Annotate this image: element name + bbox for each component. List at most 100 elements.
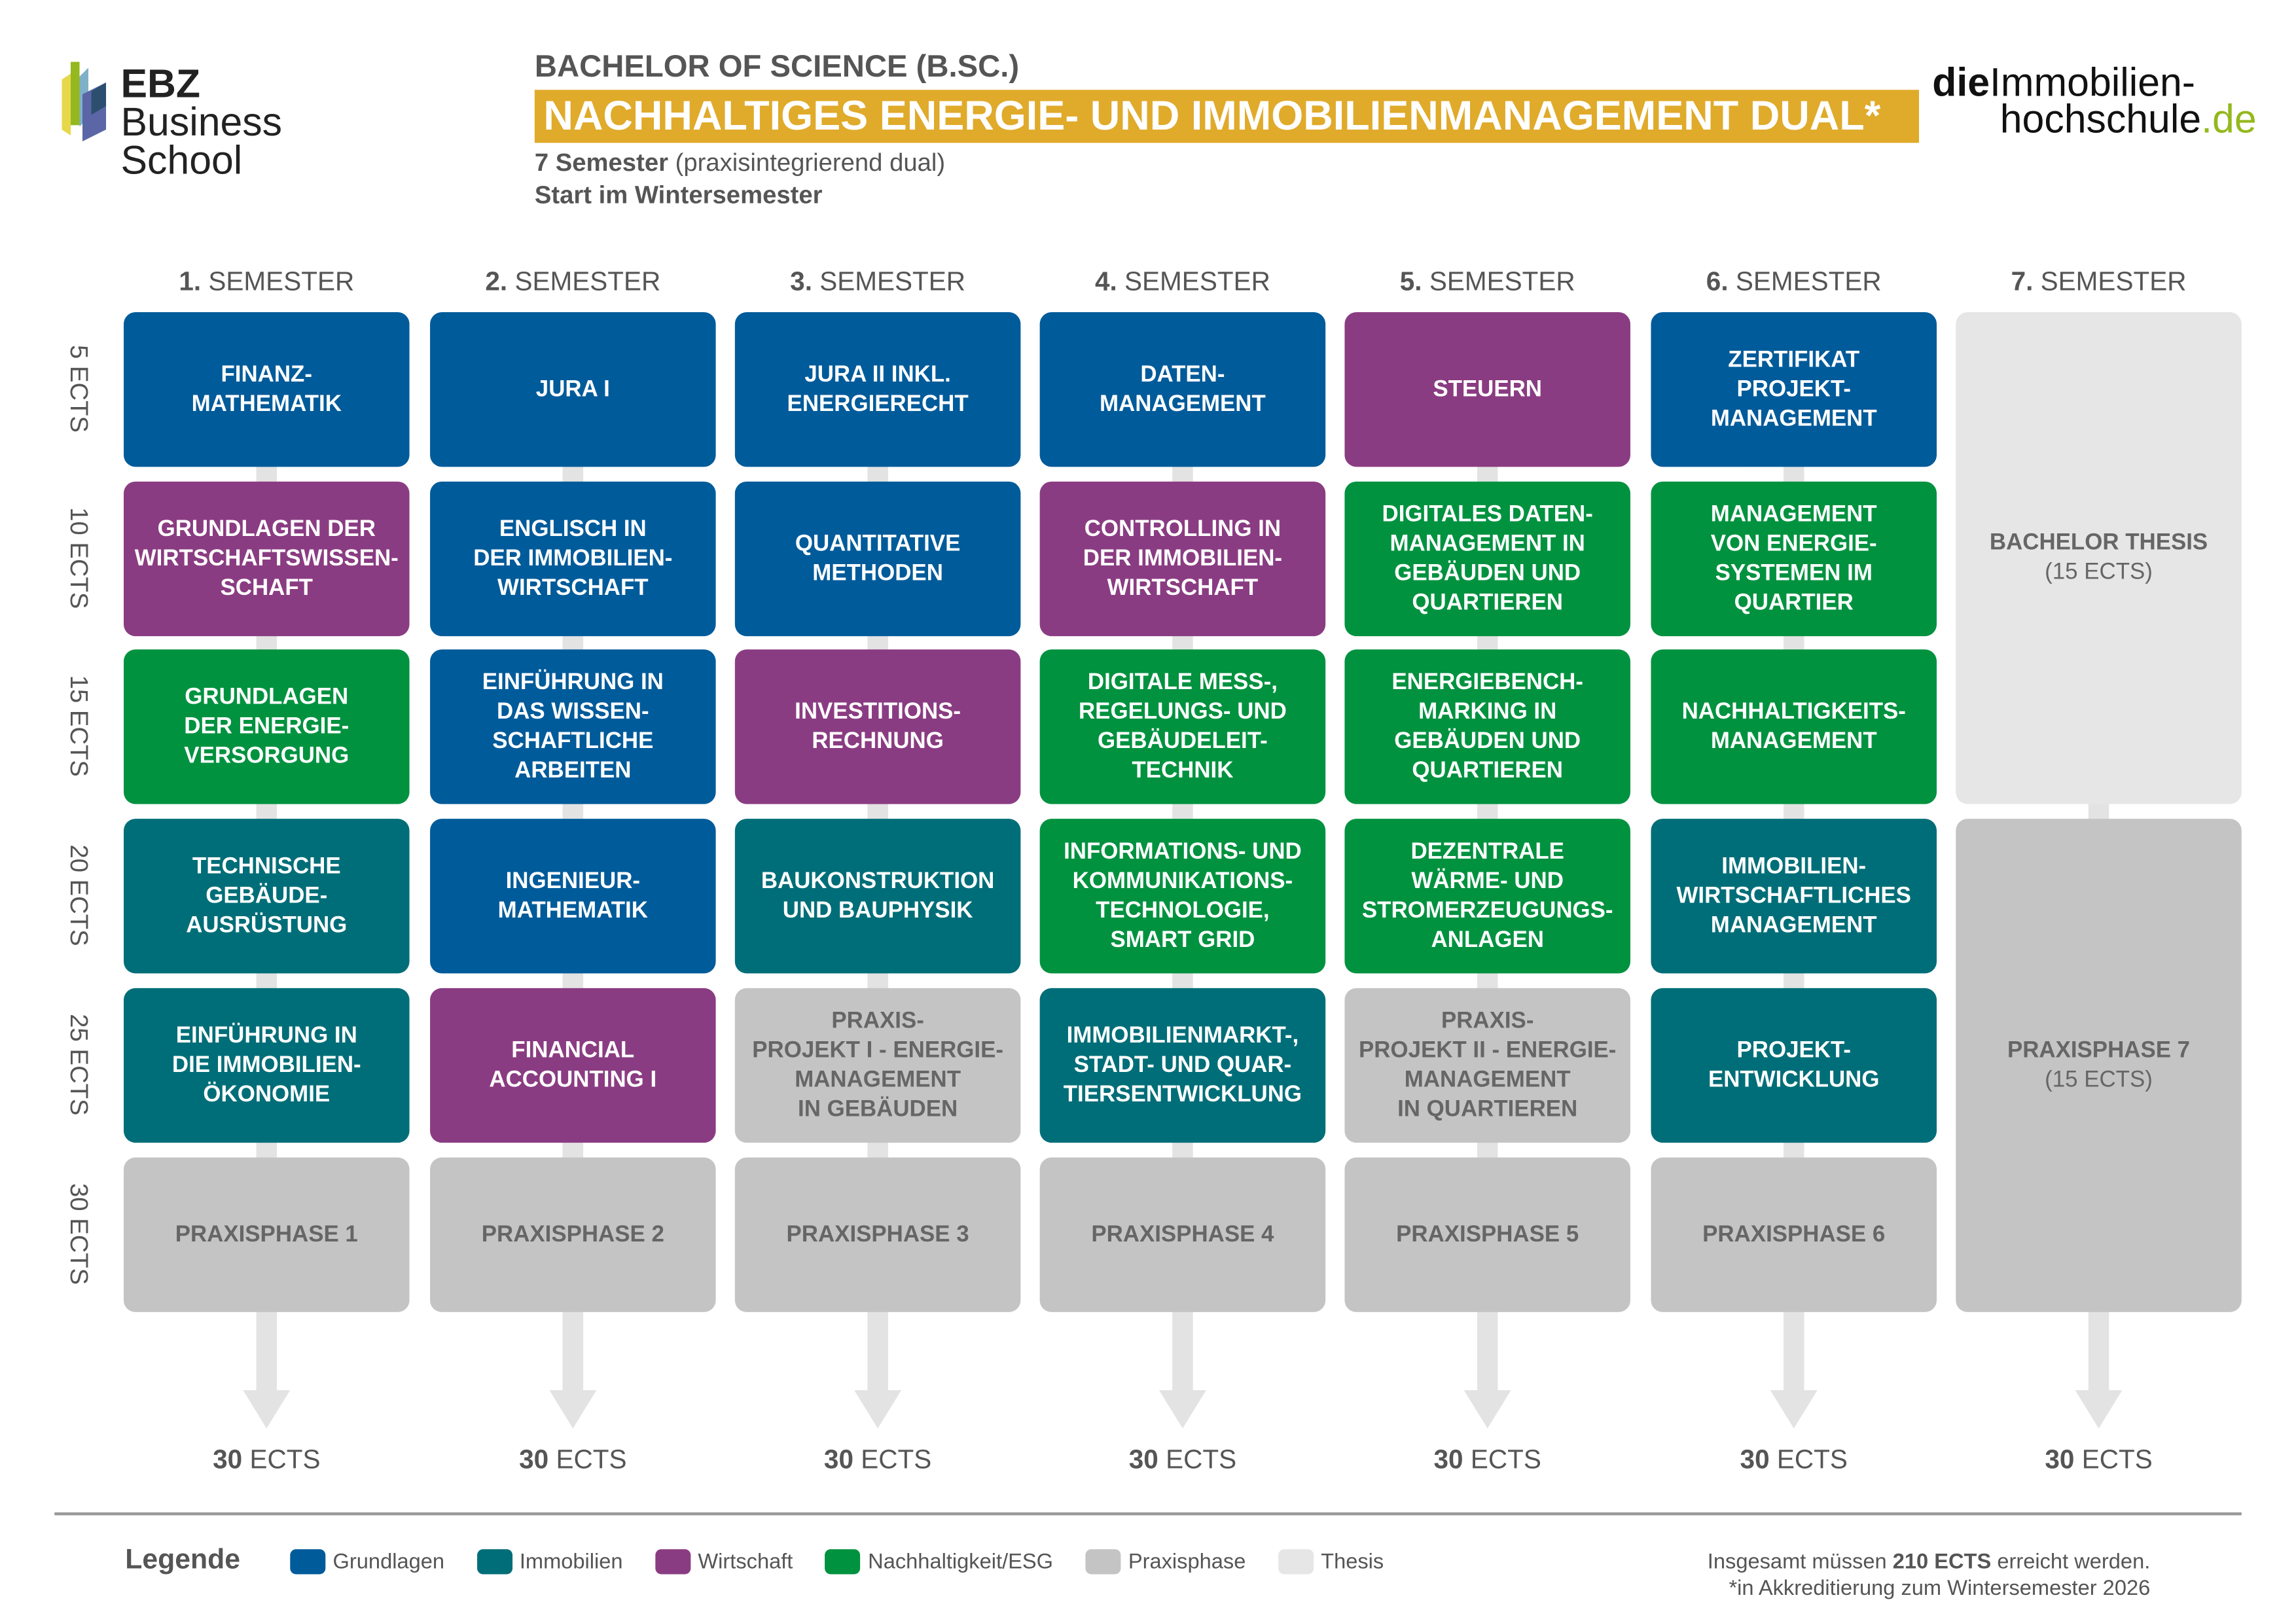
module-title: INVESTITIONS- RECHNUNG [795,698,961,753]
module-title: MANAGEMENT VON ENERGIE- SYSTEMEN IM QUAR… [1710,501,1877,615]
module-title: DATEN- MANAGEMENT [1099,361,1266,416]
module-box[interactable]: STEUERN [1344,312,1630,467]
module-title: PRAXISPHASE 5 [1396,1221,1579,1247]
total-unit: ECTS [1470,1444,1541,1474]
semester-label: SEMESTER [1429,266,1575,296]
semester-header: 6. SEMESTER [1651,266,1937,297]
logo-tld: .de [2201,97,2257,142]
semester-number: 2. [485,266,508,296]
module-title: GRUNDLAGEN DER WIRTSCHAFTSWISSEN- SCHAFT [134,516,399,600]
module-content: PRAXIS- PROJEKT I - ENERGIE- MANAGEMENT … [752,1007,1003,1124]
module-box[interactable]: NACHHALTIGKEITS- MANAGEMENT [1651,649,1937,804]
module-box[interactable]: PRAXISPHASE 5 [1344,1157,1630,1312]
module-title: PRAXISPHASE 1 [175,1221,358,1247]
semester-total: 30 ECTS [1344,1444,1630,1475]
module-box[interactable]: ZERTIFIKAT PROJEKT- MANAGEMENT [1651,312,1937,467]
module-title: IMMOBILIENMARKT-, STADT- UND QUAR- TIERS… [1063,1022,1302,1107]
module-box[interactable]: ENERGIEBENCH- MARKING IN GEBÄUDEN UND QU… [1344,649,1630,804]
semester-number: 7. [2011,266,2034,296]
module-title: BAUKONSTRUKTION UND BAUPHYSIK [761,868,995,923]
module-title: PRAXISPHASE 2 [481,1221,664,1247]
module-box[interactable]: FINANZ- MATHEMATIK [124,312,410,467]
logo-immobilien: Immobilien- [1990,60,2196,105]
module-title: STEUERN [1433,376,1543,402]
module-box[interactable]: GRUNDLAGEN DER WIRTSCHAFTSWISSEN- SCHAFT [124,481,410,637]
module-box[interactable]: QUANTITATIVE METHODEN [734,481,1021,637]
module-box[interactable]: PRAXIS- PROJEKT II - ENERGIE- MANAGEMENT… [1344,988,1630,1143]
total-note-post: erreicht werden. [1997,1550,2151,1575]
module-box[interactable]: CONTROLLING IN DER IMMOBILIEN- WIRTSCHAF… [1039,481,1326,637]
total-ects: 210 ECTS [1892,1550,1992,1575]
module-box[interactable]: IMMOBILIEN- WIRTSCHAFTLICHES MANAGEMENT [1651,819,1937,974]
total-number: 30 [823,1444,853,1474]
module-content: PRAXISPHASE 6 [1702,1220,1885,1249]
module-title: ZERTIFIKAT PROJEKT- MANAGEMENT [1710,346,1877,431]
module-box[interactable]: PRAXISPHASE 7 (15 ECTS) [1956,819,2242,1312]
module-box[interactable]: BACHELOR THESIS (15 ECTS) [1956,312,2242,804]
module-box[interactable]: FINANCIAL ACCOUNTING I [430,988,716,1143]
module-content: DIGITALES DATEN- MANAGEMENT IN GEBÄUDEN … [1382,500,1593,618]
module-content: GRUNDLAGEN DER ENERGIE- VERSORGUNG [184,683,349,771]
module-box[interactable]: IMMOBILIENMARKT-, STADT- UND QUAR- TIERS… [1039,988,1326,1143]
legend-item: Grundlagen [290,1549,445,1575]
module-title: INGENIEUR- MATHEMATIK [497,868,648,923]
total-note-pre: Insgesamt müssen [1707,1550,1887,1575]
module-title: DIGITALE MESS-, REGELUNGS- UND GEBÄUDELE… [1078,669,1287,783]
module-title: DEZENTRALE WÄRME- UND STROMERZEUGUNGS- A… [1361,838,1613,952]
module-title: BACHELOR THESIS [1989,530,2208,556]
arrow-down-icon [854,1390,902,1429]
module-box[interactable]: DIGITALES DATEN- MANAGEMENT IN GEBÄUDEN … [1344,481,1630,637]
module-title: IMMOBILIEN- WIRTSCHAFTLICHES MANAGEMENT [1676,853,1911,938]
module-box[interactable]: INVESTITIONS- RECHNUNG [734,649,1021,804]
module-content: JURA II INKL. ENERGIERECHT [787,360,969,419]
module-title: FINANCIAL ACCOUNTING I [489,1037,657,1092]
module-box[interactable]: PRAXIS- PROJEKT I - ENERGIE- MANAGEMENT … [734,988,1021,1143]
module-content: BAUKONSTRUKTION UND BAUPHYSIK [761,866,995,925]
module-box[interactable]: DATEN- MANAGEMENT [1039,312,1326,467]
module-box[interactable]: PROJEKT- ENTWICKLUNG [1651,988,1937,1143]
module-box[interactable]: MANAGEMENT VON ENERGIE- SYSTEMEN IM QUAR… [1651,481,1937,637]
module-content: TECHNISCHE GEBÄUDE- AUSRÜSTUNG [186,852,347,940]
arrow-down-icon [1463,1390,1511,1429]
module-title: PRAXIS- PROJEKT II - ENERGIE- MANAGEMENT… [1358,1008,1617,1122]
module-title: ENERGIEBENCH- MARKING IN GEBÄUDEN UND QU… [1391,669,1584,783]
module-content: INGENIEUR- MATHEMATIK [498,866,648,925]
module-box[interactable]: BAUKONSTRUKTION UND BAUPHYSIK [734,819,1021,974]
module-box[interactable]: INFORMATIONS- UND KOMMUNIKATIONS- TECHNO… [1039,819,1326,974]
module-box[interactable]: EINFÜHRUNG IN DAS WISSEN- SCHAFTLICHE AR… [430,649,716,804]
module-content: JURA I [536,375,610,404]
module-box[interactable]: PRAXISPHASE 4 [1039,1157,1326,1312]
legend-label: Grundlagen [332,1550,445,1574]
module-box[interactable]: DIGITALE MESS-, REGELUNGS- UND GEBÄUDELE… [1039,649,1326,804]
arrow-down-icon [243,1390,291,1429]
module-content: ENERGIEBENCH- MARKING IN GEBÄUDEN UND QU… [1391,668,1583,785]
axis-label: 5 ECTS [65,345,93,433]
module-box[interactable]: PRAXISPHASE 3 [734,1157,1021,1312]
module-box[interactable]: DEZENTRALE WÄRME- UND STROMERZEUGUNGS- A… [1344,819,1630,974]
module-content: EINFÜHRUNG IN DAS WISSEN- SCHAFTLICHE AR… [482,668,664,785]
module-box[interactable]: GRUNDLAGEN DER ENERGIE- VERSORGUNG [124,649,410,804]
module-box[interactable]: TECHNISCHE GEBÄUDE- AUSRÜSTUNG [124,819,410,974]
module-box[interactable]: PRAXISPHASE 1 [124,1157,410,1312]
semester-label: SEMESTER [819,266,966,296]
module-ects: (15 ECTS) [2045,1067,2153,1092]
legend: Grundlagen Immobilien Wirtschaft Nachhaltig… [290,1549,1384,1575]
logo-die: die [1932,60,1990,105]
ebz-logo: EBZ Business School [62,62,372,181]
module-box[interactable]: PRAXISPHASE 2 [430,1157,716,1312]
module-content: PROJEKT- ENTWICKLUNG [1708,1036,1880,1095]
module-box[interactable]: EINFÜHRUNG IN DIE IMMOBILIEN- ÖKONOMIE [124,988,410,1143]
divider [54,1512,2242,1516]
module-box[interactable]: PRAXISPHASE 6 [1651,1157,1937,1312]
total-number: 30 [1740,1444,1770,1474]
module-box[interactable]: JURA II INKL. ENERGIERECHT [734,312,1021,467]
module-box[interactable]: JURA I [430,312,716,467]
semester-label: SEMESTER [208,266,355,296]
module-title: INFORMATIONS- UND KOMMUNIKATIONS- TECHNO… [1064,838,1302,952]
module-content: PRAXISPHASE 3 [787,1220,969,1249]
module-content: DEZENTRALE WÄRME- UND STROMERZEUGUNGS- A… [1362,837,1613,955]
module-box[interactable]: ENGLISCH IN DER IMMOBILIEN- WIRTSCHAFT [430,481,716,637]
semester-label: SEMESTER [2040,266,2187,296]
module-box[interactable]: INGENIEUR- MATHEMATIK [430,819,716,974]
